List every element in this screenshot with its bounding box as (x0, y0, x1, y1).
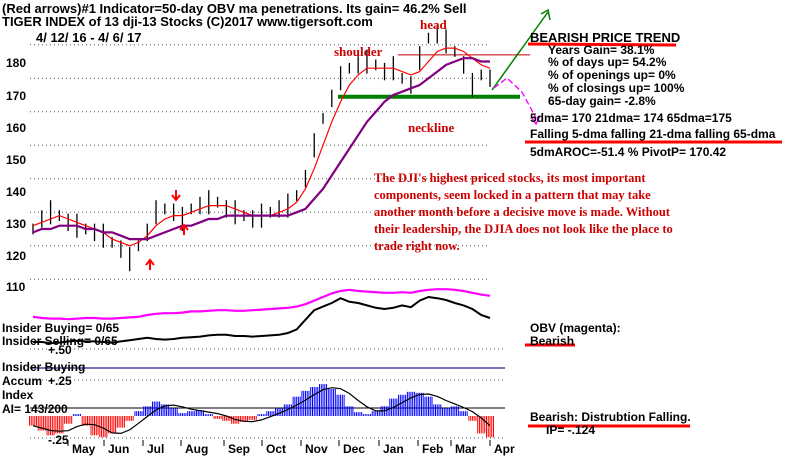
date-range: 4/ 12/ 16 - 4/ 6/ 17 (36, 30, 142, 45)
chart-gridlines (30, 44, 505, 446)
obv-line (32, 288, 491, 321)
tick-label: 130 (6, 217, 27, 231)
chart-lines (32, 26, 530, 435)
head-label: head (420, 17, 447, 32)
title-underline (527, 42, 677, 47)
signal-arrow (171, 190, 181, 202)
shoulder-label: shoulder (334, 44, 383, 59)
years-gain: Years Gain= 38.1% (548, 43, 655, 57)
projection-up-arrowhead (540, 8, 551, 21)
accum-bars (28, 384, 495, 438)
ma65-line (32, 57, 490, 241)
chart-annotation-marks (145, 8, 782, 428)
projection-down-arrowhead (531, 115, 541, 126)
tick-label: 170 (6, 89, 27, 103)
commentary: The DJI's highest priced stocks, its mos… (374, 171, 673, 253)
insider-selling-obv: Insider Selling= 0/65 (2, 334, 118, 348)
signal-arrow (179, 223, 189, 235)
month-label: Jun (108, 442, 130, 456)
tick-label: 150 (6, 153, 27, 167)
insider-buying-obv: Insider Buying= 0/65 (2, 321, 120, 335)
month-label: Aug (185, 442, 209, 456)
dma-values: 5dma= 170 21dma= 174 65dma=175 (530, 111, 732, 125)
closings-up: % of closings up= 100% (548, 81, 685, 95)
tick-label: 160 (6, 121, 27, 135)
month-label: Jul (147, 442, 165, 456)
accum-minus25: -.25 (48, 433, 69, 447)
accum-label: Accum (2, 374, 43, 388)
month-label: Jan (383, 442, 404, 456)
index-label: Index (2, 388, 34, 402)
gain-65day: 65-day gain= -2.8% (548, 94, 656, 108)
accum-status: Bearish: Distrubtion Falling. (530, 410, 691, 424)
trend-title: BEARISH PRICE TREND (530, 30, 681, 45)
days-up: % of days up= 54.2% (548, 55, 667, 69)
obv-status: Bearish (530, 334, 575, 348)
falling-dma: Falling 5-dma falling 21-dma falling 65-… (530, 127, 776, 141)
chart-title: TIGER INDEX of 13 dji-13 Stocks (C)2017 … (2, 14, 373, 29)
signal-arrow (145, 258, 155, 270)
accum-plus50: +.50 (48, 343, 72, 357)
ip-value: IP= -.124 (546, 423, 596, 437)
openings-up: % of openings up= 0% (548, 68, 676, 82)
tick-label: 140 (6, 185, 27, 199)
obv-label: OBV (magenta): (530, 321, 621, 335)
projection-up-arrow (491, 11, 549, 91)
month-label: Dec (343, 442, 366, 456)
indicator-header: (Red arrows)#1 Indicator=50-day OBV ma p… (2, 1, 467, 16)
tick-label: 120 (6, 249, 27, 263)
month-label: Sep (228, 442, 251, 456)
month-label: Nov (305, 442, 328, 456)
tick-label: 110 (6, 280, 26, 294)
accum-ma-line (32, 387, 491, 435)
aroc-pivot: 5dmAROC=-51.4 % PivotP= 170.42 (530, 145, 727, 159)
accum-plus25: +.25 (48, 374, 72, 388)
insider-buying-accum: Insider Buying (2, 360, 86, 374)
neckline-label: neckline (408, 120, 455, 135)
tick-label: 180 (6, 56, 27, 70)
obv-price-line (33, 295, 491, 345)
ai-value: AI= 143/200 (2, 402, 68, 416)
month-label: May (72, 442, 96, 456)
month-label: Mar (455, 442, 477, 456)
month-label: Feb (422, 442, 444, 456)
month-label: Oct (266, 442, 287, 456)
month-label: Apr (494, 442, 515, 456)
